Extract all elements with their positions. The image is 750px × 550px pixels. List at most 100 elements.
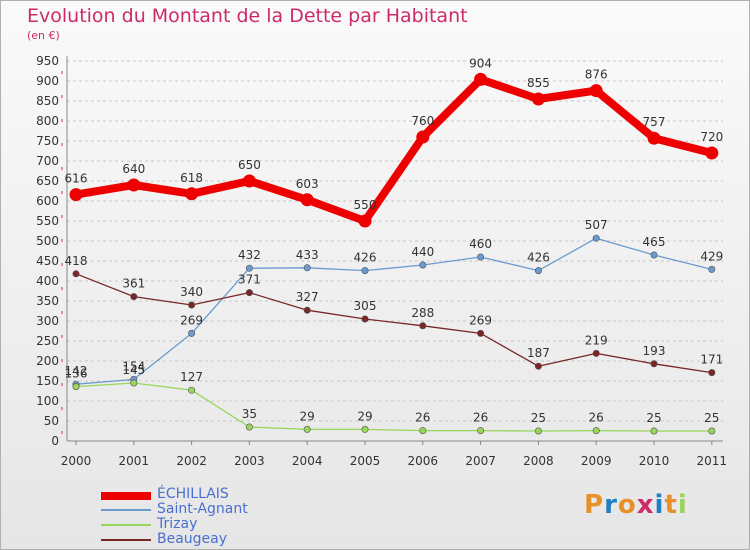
data-point <box>592 234 600 242</box>
data-label: 327 <box>296 290 319 304</box>
data-label: 340 <box>180 285 203 299</box>
data-label: 720 <box>700 130 723 144</box>
data-label: 440 <box>411 245 434 259</box>
y-tick-label: 900 <box>36 74 59 88</box>
data-point <box>361 315 369 323</box>
data-label: 219 <box>585 333 608 347</box>
data-label: 127 <box>180 370 203 384</box>
logo-letter: x <box>636 490 655 520</box>
y-tick-label: 850 <box>36 94 59 108</box>
chart-subtitle: (en €) <box>27 29 60 42</box>
legend-label: Beaugeay <box>157 531 228 547</box>
y-tick-label: 650 <box>36 174 59 188</box>
data-point <box>647 131 661 145</box>
data-label: 25 <box>646 411 661 425</box>
data-label: 35 <box>242 407 257 421</box>
legend-swatch <box>101 492 151 500</box>
x-tick-label: 2001 <box>119 454 150 468</box>
legend-swatch <box>101 539 151 541</box>
data-point <box>708 427 716 435</box>
logo-letter: i <box>677 490 688 520</box>
data-label: 616 <box>65 172 88 186</box>
y-tick-label: 50 <box>44 414 59 428</box>
y-tick-label: 600 <box>36 194 59 208</box>
data-point <box>474 72 488 86</box>
data-label: 26 <box>415 411 430 425</box>
data-label: 26 <box>473 411 488 425</box>
data-point <box>188 386 196 394</box>
data-point <box>303 306 311 314</box>
data-point <box>708 369 716 377</box>
data-point <box>534 362 542 370</box>
y-tick-label: 800 <box>36 114 59 128</box>
data-label: 618 <box>180 171 203 185</box>
data-point <box>303 425 311 433</box>
data-label: 757 <box>643 115 666 129</box>
data-label: 433 <box>296 248 319 262</box>
series-line <box>75 273 712 374</box>
data-point <box>185 187 199 201</box>
data-point <box>477 253 485 261</box>
data-point <box>650 360 658 368</box>
data-point <box>531 92 545 106</box>
data-label: 187 <box>527 346 550 360</box>
data-point <box>361 425 369 433</box>
data-point <box>361 267 369 275</box>
data-point <box>72 270 80 278</box>
data-point <box>650 427 658 435</box>
proxiti-logo: Proxiti <box>584 490 688 520</box>
legend-swatch <box>101 509 151 511</box>
data-point <box>419 261 427 269</box>
data-label: 855 <box>527 76 550 90</box>
data-point <box>708 265 716 273</box>
data-point <box>592 349 600 357</box>
data-point <box>188 329 196 337</box>
y-tick-label: 300 <box>36 314 59 328</box>
data-label: 640 <box>122 162 145 176</box>
data-point <box>130 293 138 301</box>
data-point <box>589 84 603 98</box>
data-label: 269 <box>469 313 492 327</box>
data-point <box>592 427 600 435</box>
data-label: 145 <box>122 363 145 377</box>
data-label: 904 <box>469 56 492 70</box>
data-point <box>69 188 83 202</box>
data-label: 876 <box>585 68 608 82</box>
legend-swatch <box>101 524 151 526</box>
x-tick-label: 2005 <box>350 454 381 468</box>
series-line <box>75 75 713 225</box>
legend-label: ÉCHILLAIS <box>157 486 229 502</box>
legend-label: Trizay <box>157 516 198 532</box>
data-label: 171 <box>700 353 723 367</box>
data-point <box>477 329 485 337</box>
data-point <box>419 427 427 435</box>
data-point <box>245 264 253 272</box>
data-label: 603 <box>296 177 319 191</box>
data-point <box>534 427 542 435</box>
data-point <box>130 379 138 387</box>
data-label: 142 <box>65 364 88 378</box>
x-tick-label: 2000 <box>61 454 92 468</box>
data-label: 426 <box>527 251 550 265</box>
data-label: 29 <box>357 409 372 423</box>
y-tick-label: 450 <box>36 254 59 268</box>
y-tick-label: 700 <box>36 154 59 168</box>
data-label: 418 <box>65 254 88 268</box>
data-point <box>705 146 719 160</box>
data-point <box>477 427 485 435</box>
y-tick-label: 750 <box>36 134 59 148</box>
data-label: 650 <box>238 158 261 172</box>
x-tick-label: 2009 <box>581 454 612 468</box>
series-line <box>75 237 712 385</box>
chart-title: Evolution du Montant de la Dette par Hab… <box>27 5 468 27</box>
data-label: 26 <box>589 411 604 425</box>
data-label: 371 <box>238 273 261 287</box>
data-label: 154 <box>122 359 145 373</box>
y-tick-label: 100 <box>36 394 59 408</box>
y-tick-label: 500 <box>36 234 59 248</box>
data-label: 25 <box>531 411 546 425</box>
logo-letter: o <box>617 490 637 520</box>
data-label: 305 <box>354 299 377 313</box>
legend-label: Saint-Agnant <box>157 501 248 517</box>
